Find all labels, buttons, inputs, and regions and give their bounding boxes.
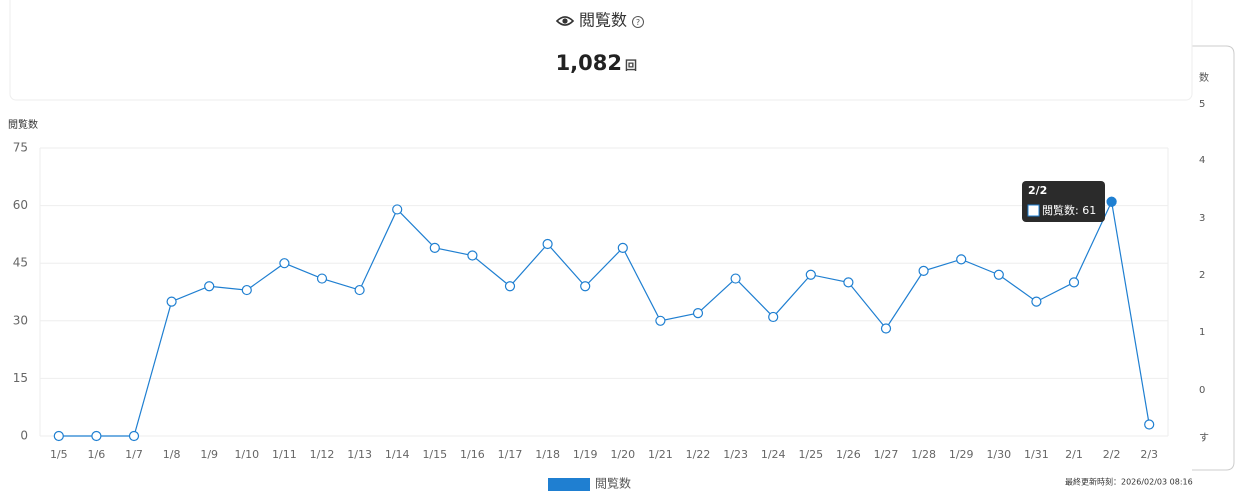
x-tick-label: 1/15 — [422, 448, 447, 461]
side-panel-label: 3 — [1199, 213, 1205, 224]
y-tick-label: 30 — [13, 313, 28, 327]
x-tick-label: 1/8 — [163, 448, 181, 461]
data-point — [53, 430, 64, 442]
x-tick-label: 1/12 — [310, 448, 335, 461]
tooltip-series: 閲覧数 — [1042, 203, 1075, 217]
x-tick-label: 2/3 — [1140, 448, 1158, 461]
x-tick-label: 1/31 — [1024, 448, 1049, 461]
data-point — [880, 323, 892, 334]
x-tick-label: 1/14 — [385, 448, 410, 461]
side-panel-label: 5 — [1199, 99, 1205, 110]
footer-timestamp: 最終更新時刻：2026/02/03 08:16 — [1065, 477, 1193, 487]
data-point — [692, 308, 704, 319]
eye-icon — [555, 16, 575, 26]
data-point — [1031, 296, 1042, 307]
side-panel-label: 数 — [1199, 71, 1209, 84]
side-panel-label: 4 — [1199, 155, 1205, 166]
x-tick-label: 1/7 — [125, 448, 143, 461]
data-point — [655, 315, 666, 326]
y-tick-label: 45 — [13, 256, 28, 270]
x-tick-label: 1/21 — [648, 448, 673, 461]
data-point — [429, 242, 440, 253]
tooltip-value: 61 — [1082, 204, 1096, 217]
x-tick-label: 1/18 — [535, 448, 560, 461]
data-point — [542, 238, 553, 250]
x-tick-label: 1/29 — [949, 448, 974, 461]
x-tick-label: 1/28 — [911, 448, 936, 461]
x-tick-label: 1/20 — [610, 448, 635, 461]
side-panel-label: す — [1199, 432, 1209, 444]
x-tick-label: 1/9 — [200, 448, 218, 461]
data-point — [580, 281, 591, 292]
x-tick-label: 2/1 — [1065, 448, 1083, 461]
data-point — [241, 284, 252, 296]
data-point — [805, 269, 816, 280]
data-point — [204, 281, 215, 292]
y-tick-label: 15 — [13, 371, 28, 385]
data-point — [279, 258, 290, 269]
data-point — [91, 430, 102, 442]
total-unit: 回 — [625, 59, 637, 73]
data-point — [166, 296, 177, 307]
active-point — [1106, 196, 1117, 207]
data-point — [956, 254, 967, 265]
side-panel-label: 1 — [1199, 327, 1205, 338]
tooltip-swatch — [1027, 204, 1040, 217]
data-point — [617, 242, 628, 253]
x-tick-label: 1/5 — [50, 448, 68, 461]
x-tick-label: 1/19 — [573, 448, 598, 461]
data-point — [1068, 277, 1080, 288]
data-point — [504, 281, 516, 292]
x-tick-label: 1/27 — [874, 448, 899, 461]
legend-swatch — [548, 478, 590, 491]
svg-text:?: ? — [636, 18, 640, 27]
x-tick-label: 1/16 — [460, 448, 485, 461]
x-tick-label: 1/22 — [686, 448, 711, 461]
data-point — [993, 269, 1004, 280]
x-tick-label: 1/24 — [761, 448, 786, 461]
x-tick-label: 1/25 — [798, 448, 823, 461]
x-tick-label: 1/23 — [723, 448, 748, 461]
data-point — [768, 311, 779, 323]
data-point — [392, 204, 403, 215]
side-panel-label: 0 — [1199, 385, 1205, 396]
legend-label: 閲覧数 — [595, 476, 631, 491]
tooltip-title: 2/2 — [1028, 184, 1047, 197]
data-point — [843, 277, 854, 288]
line — [58, 199, 1150, 437]
x-tick-label: 1/13 — [347, 448, 372, 461]
tooltip-box — [1022, 181, 1105, 222]
x-tick-label: 1/11 — [272, 448, 297, 461]
data-point — [918, 265, 929, 276]
side-panel — [1192, 45, 1235, 471]
data-point — [128, 430, 140, 442]
x-tick-label: 1/10 — [234, 448, 259, 461]
y-axis-label: 閲覧数 — [8, 118, 38, 131]
data-point — [1144, 419, 1155, 430]
tooltip-text: 閲覧数: 61 — [1042, 203, 1096, 217]
x-tick-label: 1/30 — [986, 448, 1011, 461]
total-value: 1,082 — [556, 51, 622, 75]
x-tick-label: 1/26 — [836, 448, 861, 461]
tooltip: 2/2 閲覧数: 61 — [1022, 181, 1105, 222]
side-panel-label: 2 — [1199, 270, 1205, 281]
x-tick-label: 1/6 — [88, 448, 106, 461]
data-point — [467, 250, 478, 261]
y-tick-label: 75 — [13, 141, 28, 155]
help-icon[interactable]: ? — [632, 16, 644, 28]
data-point — [316, 273, 328, 284]
card-title: 閲覧数 — [579, 11, 627, 30]
x-tick-label: 2/2 — [1103, 448, 1121, 461]
y-tick-label: 0 — [20, 429, 28, 443]
y-tick-label: 60 — [13, 198, 28, 212]
x-tick-label: 1/17 — [498, 448, 523, 461]
data-point — [730, 273, 741, 284]
summary-card — [9, 0, 1193, 101]
data-point — [354, 284, 365, 296]
